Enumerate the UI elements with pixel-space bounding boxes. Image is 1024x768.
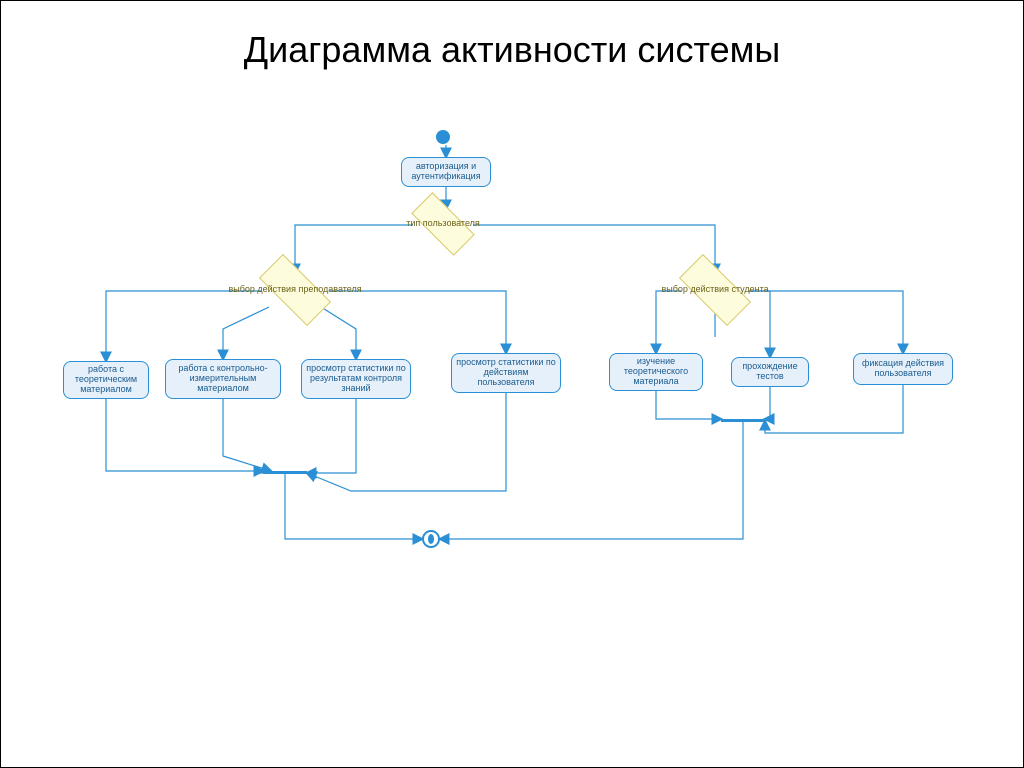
decision-decTeach: выбор действия преподавателя	[259, 254, 331, 326]
action-a4: просмотр статистики по действиям пользов…	[451, 353, 561, 393]
diagram-canvas: авторизация и аутентификация тип пользова…	[1, 81, 1024, 761]
action-a7: фиксация действия пользователя	[853, 353, 953, 385]
action-a2: работа с контрольно-измерительным матери…	[165, 359, 281, 399]
action-a5: изучение теоретического материала	[609, 353, 703, 391]
action-a6: прохождение тестов	[731, 357, 809, 387]
action-a1: работа с теоретическим материалом	[63, 361, 149, 399]
action-a3: просмотр статистики по результатам контр…	[301, 359, 411, 399]
join-bar	[721, 419, 765, 422]
decision-decUser: тип пользователя	[411, 192, 475, 256]
edges-layer	[1, 81, 1024, 761]
page-title: Диаграмма активности системы	[1, 29, 1023, 71]
join-bar	[263, 471, 307, 474]
action-auth: авторизация и аутентификация	[401, 157, 491, 187]
decision-decStud: выбор действия студента	[679, 254, 751, 326]
end-node	[422, 530, 440, 548]
start-node	[436, 130, 450, 144]
